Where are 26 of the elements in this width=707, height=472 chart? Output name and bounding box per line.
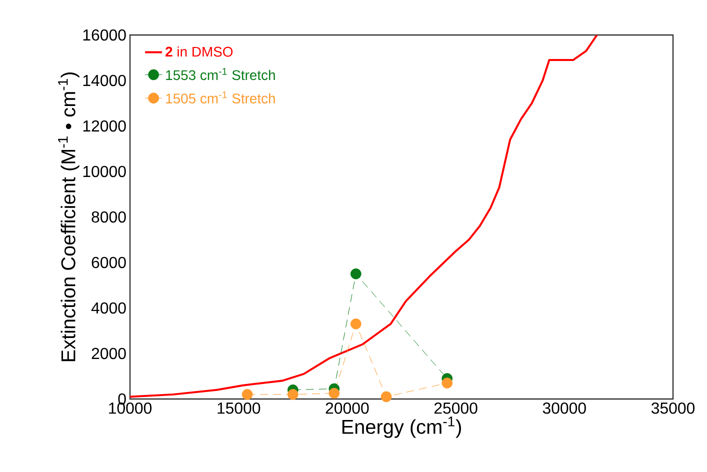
y-tick-label: 14000 xyxy=(83,74,126,86)
x-axis-title: Energy (cm$^{-1}$) xyxy=(342,416,461,438)
x-tick-label: 10000 xyxy=(109,402,152,414)
x-tick-label: 35000 xyxy=(651,402,695,414)
y-axis-title: Extinction Coefficient (M$^{-1}$ • cm$^{-1}$) xyxy=(58,72,80,362)
point xyxy=(350,268,362,280)
y-tick-label: 8000 xyxy=(92,211,126,223)
legend-label: 1505 cm$^{-1}$ Stretch xyxy=(166,91,275,104)
y-tick-label: 6000 xyxy=(92,256,126,268)
point xyxy=(350,318,362,330)
y-tick-label: 12000 xyxy=(83,120,126,132)
x-tick-label: 15000 xyxy=(218,402,260,414)
y-tick-label: 10000 xyxy=(83,166,126,178)
point xyxy=(242,389,253,400)
y-tick-label: 16000 xyxy=(83,29,126,41)
y-tick-label: 2000 xyxy=(92,348,126,360)
x-tick-label: 25000 xyxy=(434,402,478,414)
point xyxy=(380,391,392,402)
legend-label: 2 in DMSO xyxy=(166,46,233,57)
point xyxy=(287,389,298,400)
y-tick-label: 4000 xyxy=(91,302,126,314)
point xyxy=(328,388,340,399)
point xyxy=(442,378,453,388)
legend-label: 1553 cm$^{-1}$ Stretch xyxy=(166,68,275,80)
x-tick-label: 20000 xyxy=(326,402,369,414)
x-tick-label: 30000 xyxy=(542,402,586,414)
